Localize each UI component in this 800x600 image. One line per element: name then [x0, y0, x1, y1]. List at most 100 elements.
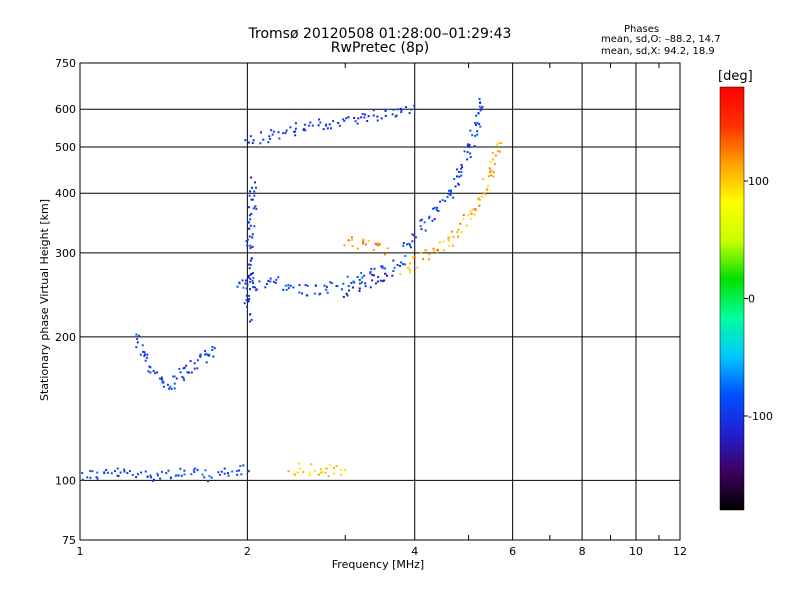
data-point — [182, 367, 185, 370]
data-point — [391, 113, 394, 116]
data-point — [432, 207, 435, 210]
data-point — [242, 464, 245, 467]
data-point — [420, 228, 423, 231]
data-point — [381, 280, 384, 283]
data-point — [424, 229, 427, 232]
data-point — [95, 476, 98, 479]
y-tick-label: 600 — [55, 103, 76, 116]
data-point — [178, 367, 181, 370]
data-point — [364, 243, 367, 246]
data-point — [476, 198, 479, 201]
data-point — [328, 123, 331, 126]
data-point — [492, 175, 495, 178]
data-point — [248, 227, 250, 230]
data-point — [265, 283, 268, 285]
data-point — [411, 240, 414, 243]
data-point — [267, 141, 270, 144]
data-point — [248, 298, 251, 300]
data-points — [81, 97, 503, 483]
y-tick-label: 500 — [55, 141, 76, 154]
data-point — [183, 366, 186, 369]
y-tick-label: 100 — [55, 474, 76, 487]
data-point — [185, 364, 188, 367]
data-point — [384, 272, 387, 275]
data-point — [107, 471, 109, 474]
data-point — [393, 266, 396, 269]
data-point — [456, 175, 458, 178]
x-tick-label: 4 — [411, 545, 418, 558]
data-point — [139, 353, 142, 356]
data-point — [374, 242, 377, 245]
data-point — [376, 280, 379, 283]
data-point — [371, 279, 374, 282]
data-point — [96, 477, 99, 480]
data-point — [457, 228, 460, 231]
data-point — [372, 114, 375, 117]
data-point — [376, 119, 379, 122]
data-point — [248, 235, 251, 238]
data-point — [271, 133, 274, 136]
data-point — [433, 218, 436, 221]
data-point — [325, 124, 328, 127]
data-point — [129, 470, 131, 472]
data-point — [346, 275, 349, 278]
data-point — [480, 107, 483, 110]
data-point — [179, 371, 182, 374]
data-point — [172, 375, 175, 378]
data-point — [294, 134, 297, 137]
data-point — [364, 113, 367, 116]
data-point — [161, 379, 164, 382]
data-point — [452, 244, 455, 247]
data-point — [400, 261, 403, 264]
data-point — [360, 116, 363, 119]
data-point — [272, 280, 275, 283]
data-point — [406, 243, 409, 246]
data-point — [447, 192, 450, 195]
data-point — [362, 242, 365, 245]
data-point — [245, 240, 248, 243]
data-point — [105, 469, 108, 471]
data-point — [381, 267, 384, 269]
data-point — [475, 209, 477, 212]
data-point — [396, 264, 399, 266]
data-point — [206, 354, 209, 356]
data-point — [356, 122, 359, 125]
data-point — [479, 198, 481, 201]
data-point — [252, 139, 255, 142]
data-point — [469, 129, 472, 132]
data-point — [248, 267, 251, 270]
data-point — [177, 474, 180, 477]
data-point — [348, 289, 350, 292]
data-point — [333, 472, 336, 475]
data-point — [323, 284, 326, 287]
data-point — [384, 114, 387, 117]
data-point — [160, 376, 163, 379]
data-point — [196, 367, 199, 370]
data-point — [167, 469, 170, 472]
data-point — [193, 367, 196, 370]
data-point — [169, 385, 172, 388]
data-point — [460, 174, 463, 177]
data-point — [306, 294, 309, 297]
data-point — [241, 279, 244, 282]
data-point — [272, 130, 275, 133]
data-point — [162, 385, 165, 388]
data-point — [240, 473, 243, 476]
data-point — [345, 117, 348, 120]
data-point — [460, 163, 463, 166]
data-point — [143, 351, 146, 354]
data-point — [269, 138, 271, 140]
data-point — [250, 318, 253, 321]
data-point — [303, 127, 305, 130]
data-point — [259, 142, 262, 145]
data-point — [173, 382, 176, 385]
data-point — [254, 286, 256, 289]
data-point — [204, 469, 207, 472]
data-point — [245, 299, 248, 302]
data-point — [448, 236, 451, 239]
data-point — [409, 262, 412, 265]
data-point — [249, 263, 252, 266]
data-point — [296, 471, 299, 474]
data-point — [500, 142, 503, 145]
